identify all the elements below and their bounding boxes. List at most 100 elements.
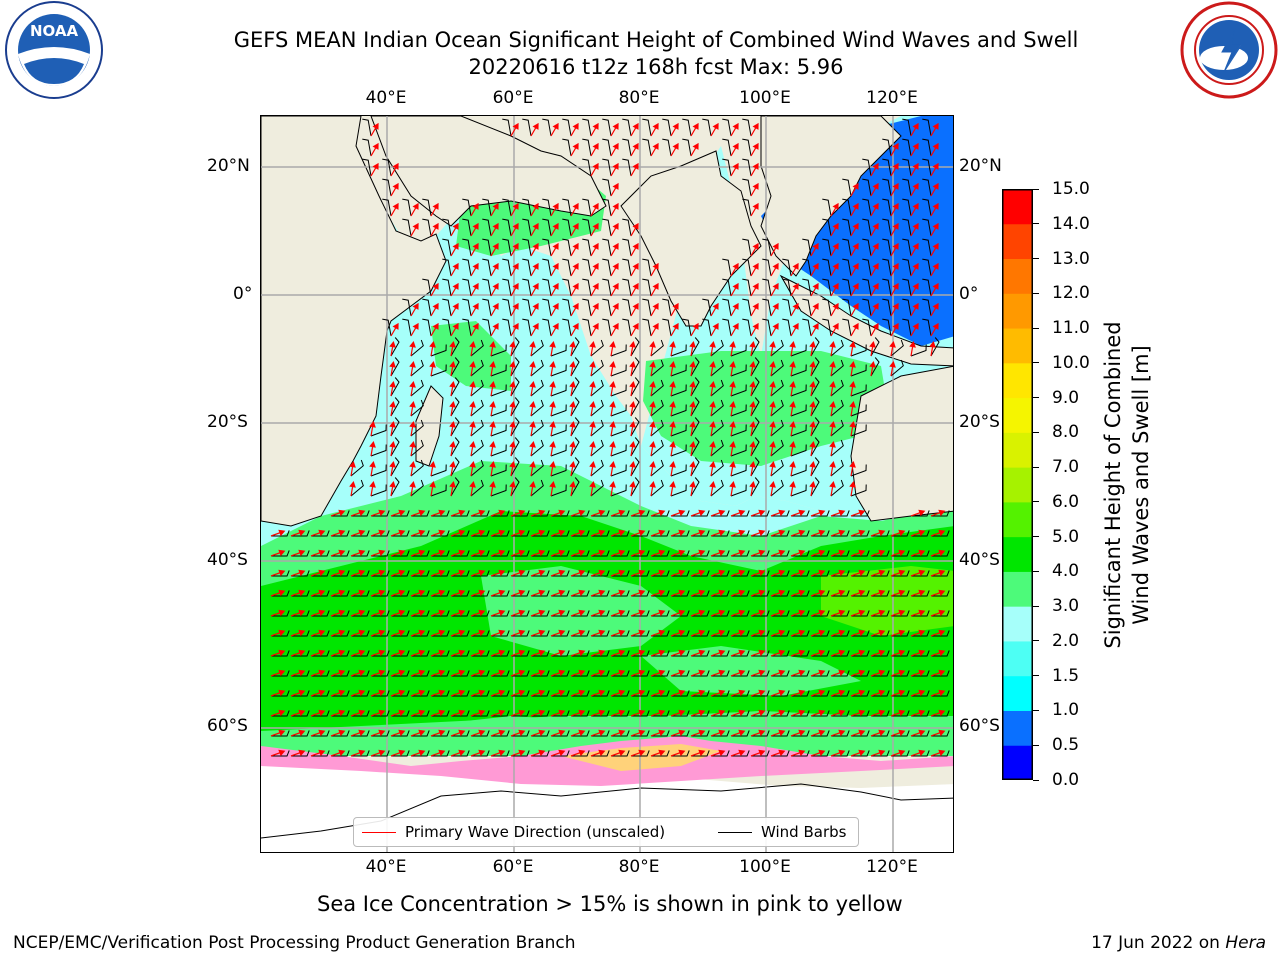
- wind-barb: [791, 570, 810, 577]
- wave-direction-arrow: [610, 709, 626, 717]
- wave-direction-arrow: [710, 302, 719, 317]
- wind-barb: [582, 278, 592, 297]
- wave-direction-arrow: [570, 749, 586, 757]
- wind-barb: [822, 298, 832, 317]
- wind-barb: [611, 530, 630, 537]
- wind-barb: [750, 377, 760, 397]
- colorbar-tick-mark: [1033, 675, 1039, 677]
- wind-barb: [471, 530, 490, 537]
- wave-direction-arrow: [750, 669, 766, 677]
- wave-direction-arrow: [629, 440, 636, 457]
- wind-barb: [842, 238, 852, 257]
- wave-direction-arrow: [390, 182, 399, 197]
- wind-barb: [682, 118, 692, 137]
- wind-barb: [402, 218, 412, 237]
- land-india: [620, 150, 762, 327]
- wind-barb: [762, 258, 772, 277]
- wind-barb: [931, 510, 950, 517]
- wave-direction-arrow: [449, 420, 456, 437]
- wind-barb: [742, 278, 752, 297]
- wave-direction-arrow: [930, 729, 946, 737]
- wind-barb: [751, 570, 770, 577]
- wind-barb: [431, 610, 450, 617]
- wave-direction-arrow: [369, 480, 376, 497]
- wave-direction-arrow: [530, 589, 546, 597]
- wave-direction-arrow: [690, 629, 706, 637]
- wind-barb: [850, 464, 867, 477]
- wave-direction-arrow: [509, 340, 516, 357]
- colorbar-tick-label: 11.0: [1052, 318, 1090, 339]
- wave-direction-arrow: [409, 340, 416, 357]
- wind-barb: [370, 424, 387, 437]
- wind-barb: [731, 670, 750, 677]
- wind-barb: [542, 258, 552, 277]
- wind-barb: [382, 178, 392, 197]
- wind-barb: [670, 404, 687, 417]
- wind-barb: [502, 118, 512, 137]
- wind-barb: [902, 238, 912, 257]
- wind-barb: [502, 278, 512, 297]
- wave-direction-arrow: [430, 322, 439, 337]
- wind-barb: [922, 258, 932, 277]
- lon-tick-top: 100°E: [739, 88, 791, 108]
- wind-barb: [271, 730, 290, 737]
- wave-direction-arrow: [450, 609, 466, 617]
- wind-barb: [802, 238, 812, 257]
- wind-barb: [602, 238, 612, 257]
- colorbar-tick-label: 3.0: [1052, 596, 1080, 617]
- wind-barb: [742, 318, 752, 337]
- wind-barb: [791, 750, 810, 757]
- wind-barb: [602, 178, 612, 197]
- wind-barb: [770, 479, 784, 497]
- wave-direction-arrow: [830, 729, 846, 737]
- wave-direction-arrow: [609, 460, 616, 477]
- wind-barb: [842, 298, 852, 317]
- wind-barb: [382, 318, 392, 337]
- wind-barb: [902, 198, 912, 217]
- wave-direction-arrow: [370, 629, 386, 637]
- wave-direction-arrow: [590, 142, 599, 157]
- wave-direction-arrow: [870, 529, 886, 537]
- wind-barb: [331, 710, 350, 717]
- wind-barb: [482, 238, 492, 257]
- wind-barb: [791, 630, 810, 637]
- wave-direction-arrow: [710, 709, 726, 717]
- wind-barb: [431, 710, 450, 717]
- wind-barb: [650, 359, 664, 377]
- wave-direction-arrow: [549, 340, 556, 357]
- wave-direction-arrow: [870, 182, 879, 197]
- wind-barb: [390, 457, 400, 477]
- wave-direction-arrow: [749, 360, 756, 377]
- wave-direction-arrow: [530, 262, 539, 277]
- wind-barb: [591, 650, 610, 657]
- wind-barb: [570, 357, 580, 377]
- wind-barb: [450, 397, 460, 417]
- wave-direction-arrow: [710, 549, 726, 557]
- wave-direction-arrow: [470, 302, 479, 317]
- wave-direction-arrow: [690, 609, 706, 617]
- wave-direction-arrow: [590, 729, 606, 737]
- wave-direction-arrow: [609, 340, 616, 357]
- wind-barb: [522, 198, 532, 217]
- wave-direction-arrow: [529, 340, 536, 357]
- wave-direction-arrow: [930, 529, 946, 537]
- wind-barb: [391, 570, 410, 577]
- wave-direction-arrow: [569, 340, 576, 357]
- wave-direction-arrow: [410, 302, 419, 317]
- wave-direction-arrow: [690, 569, 706, 577]
- wind-barb: [802, 278, 812, 297]
- wind-barb: [750, 417, 760, 437]
- wind-barb: [522, 258, 532, 277]
- wave-direction-arrow: [810, 322, 819, 337]
- wind-barb: [730, 364, 747, 377]
- wave-direction-arrow: [690, 509, 706, 517]
- wave-direction-arrow: [849, 460, 856, 477]
- wind-barb: [471, 670, 490, 677]
- wind-barb: [530, 379, 544, 397]
- wind-barb: [831, 510, 850, 517]
- wave-direction-arrow: [749, 480, 756, 497]
- wind-barb: [922, 298, 932, 317]
- wave-direction-arrow: [789, 380, 796, 397]
- wind-barb: [370, 444, 387, 457]
- wave-direction-arrow: [450, 569, 466, 577]
